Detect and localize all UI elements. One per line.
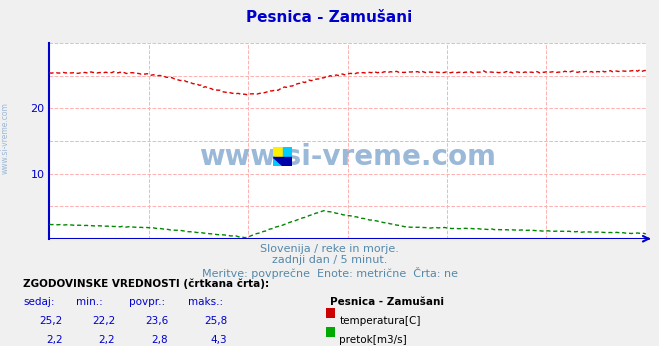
Text: www.si-vreme.com: www.si-vreme.com <box>1 102 10 174</box>
Text: 4,3: 4,3 <box>211 335 227 345</box>
Text: min.:: min.: <box>76 297 103 307</box>
Bar <box>283 147 292 156</box>
Text: Pesnica - Zamušani: Pesnica - Zamušani <box>246 10 413 25</box>
Text: 25,2: 25,2 <box>40 316 63 326</box>
Text: 22,2: 22,2 <box>92 316 115 326</box>
Text: 25,8: 25,8 <box>204 316 227 326</box>
Text: Pesnica - Zamušani: Pesnica - Zamušani <box>330 297 444 307</box>
Text: sedaj:: sedaj: <box>23 297 55 307</box>
Text: www.si-vreme.com: www.si-vreme.com <box>199 143 496 171</box>
Text: 2,8: 2,8 <box>152 335 168 345</box>
Text: zadnji dan / 5 minut.: zadnji dan / 5 minut. <box>272 255 387 265</box>
Polygon shape <box>273 156 283 166</box>
Text: Slovenija / reke in morje.: Slovenija / reke in morje. <box>260 244 399 254</box>
Text: pretok[m3/s]: pretok[m3/s] <box>339 335 407 345</box>
Text: Meritve: povprečne  Enote: metrične  Črta: ne: Meritve: povprečne Enote: metrične Črta:… <box>202 267 457 279</box>
Text: temperatura[C]: temperatura[C] <box>339 316 421 326</box>
Text: povpr.:: povpr.: <box>129 297 165 307</box>
Bar <box>283 156 292 166</box>
Text: ZGODOVINSKE VREDNOSTI (črtkana črta):: ZGODOVINSKE VREDNOSTI (črtkana črta): <box>23 279 269 289</box>
Text: maks.:: maks.: <box>188 297 223 307</box>
Bar <box>273 147 283 156</box>
Text: 2,2: 2,2 <box>46 335 63 345</box>
Text: 23,6: 23,6 <box>145 316 168 326</box>
Text: 2,2: 2,2 <box>99 335 115 345</box>
Polygon shape <box>273 156 283 166</box>
